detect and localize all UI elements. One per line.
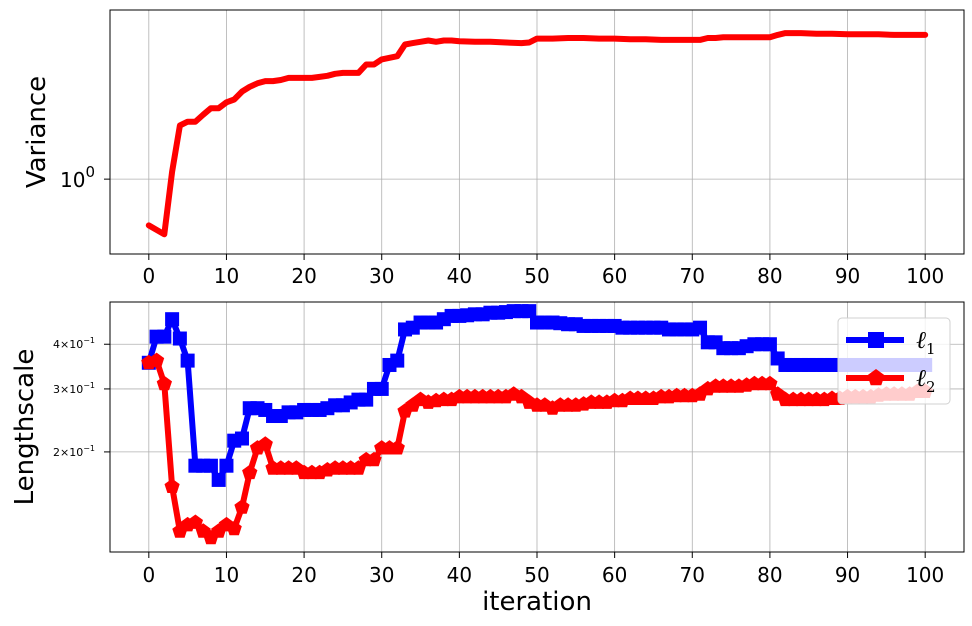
x-tick-label: 20	[291, 563, 316, 587]
x-tick-label: 30	[369, 264, 394, 288]
data-point-pentagon	[226, 520, 242, 536]
x-tick-label: 100	[906, 563, 944, 587]
legend-label-subscript: 1	[926, 340, 936, 358]
x-tick-label: 40	[447, 264, 472, 288]
series-line-1	[145, 30, 929, 238]
y-tick-exponent: −1	[83, 336, 95, 345]
x-tick-label: 60	[602, 563, 627, 587]
x-tick-label: 50	[524, 563, 549, 587]
data-point-pentagon	[187, 514, 203, 529]
legend-label-subscript: 2	[926, 378, 936, 396]
data-point-pentagon	[257, 436, 273, 451]
data-point-square	[522, 304, 537, 319]
x-tick-label: 20	[291, 264, 316, 288]
x-tick-label: 100	[906, 264, 944, 288]
grid	[110, 10, 964, 254]
x-axis-label: iteration	[482, 587, 592, 617]
chart-panel-1: 0 10 20 30 40 50 60 70 80 90 100 100 Variance	[22, 9, 965, 288]
series-group	[141, 304, 933, 545]
data-point-square	[374, 381, 389, 396]
x-tick-label: 10	[214, 264, 239, 288]
y-tick-exponent: −1	[83, 444, 95, 453]
data-point-square	[172, 331, 187, 346]
x-tick-label: 90	[835, 563, 860, 587]
data-point-square	[165, 312, 180, 327]
data-point-square	[693, 320, 708, 335]
data-point-pentagon	[366, 451, 382, 467]
x-tick-label: 90	[835, 264, 860, 288]
data-point-square	[203, 458, 218, 473]
x-tick-label: 50	[524, 264, 549, 288]
y-tick-exponent: −1	[83, 381, 95, 390]
y-axis-label: Lengthscale	[10, 349, 40, 506]
data-point-square	[180, 353, 195, 368]
x-tick-label: 0	[142, 563, 155, 587]
y-tick-label: 100	[60, 163, 95, 192]
data-point-square	[219, 458, 234, 473]
x-tick-label: 60	[602, 264, 627, 288]
data-point-square	[762, 337, 777, 352]
data-point-pentagon	[389, 440, 405, 455]
y-tick-label: 4×10−1	[53, 336, 95, 351]
data-point-pentagon	[762, 375, 778, 391]
legend-marker-square	[868, 332, 884, 348]
data-point-square	[234, 431, 249, 446]
data-point-square	[211, 472, 226, 487]
y-tick-label: 2×10−1	[53, 444, 95, 459]
data-point-pentagon	[164, 478, 180, 493]
data-point-square	[157, 329, 172, 344]
y-axis-label: Variance	[22, 76, 52, 188]
series-group	[145, 30, 929, 238]
x-tick-label: 30	[369, 563, 394, 587]
data-point-pentagon	[149, 352, 165, 368]
x-tick-label: 80	[757, 563, 782, 587]
x-tick-label: 0	[142, 264, 155, 288]
x-tick-label: 80	[757, 264, 782, 288]
data-point-pentagon	[234, 499, 250, 514]
data-point-square	[390, 353, 405, 368]
x-tick-label: 70	[680, 563, 705, 587]
legend-marker-pentagon	[867, 369, 885, 386]
x-tick-label: 10	[214, 563, 239, 587]
chart-panel-2: 0 10 20 30 40 50 60 70 80 90 100 4×10−1 3×10−1 2×10−1…	[10, 301, 965, 617]
x-tick-label: 40	[447, 563, 472, 587]
data-point-square	[359, 392, 374, 407]
data-point-pentagon	[156, 375, 172, 391]
x-tick-label: 70	[680, 264, 705, 288]
data-point-pentagon	[242, 464, 258, 480]
y-tick-label: 3×10−1	[53, 381, 95, 396]
y-tick-exponent: 0	[85, 163, 95, 181]
